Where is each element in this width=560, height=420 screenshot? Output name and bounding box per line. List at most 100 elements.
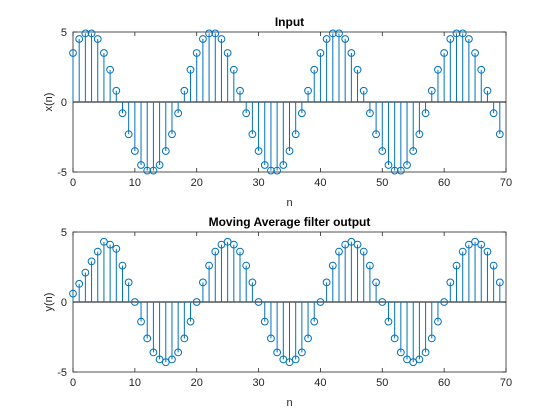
output-stem-marker (236, 247, 244, 256)
input-stem-marker (440, 49, 449, 57)
output-stem-marker (446, 278, 455, 287)
output-stem-marker (458, 247, 467, 256)
output-stem-marker (477, 240, 486, 249)
output-stem-marker (328, 261, 337, 270)
output-stem-marker (93, 247, 102, 256)
output-stem-marker (421, 348, 430, 357)
output-chart-title: Moving Average filter output (209, 215, 371, 229)
input-stem-marker (279, 161, 288, 169)
output-y-tick-label: 0 (61, 297, 67, 309)
output-stem-marker (106, 240, 115, 249)
output-stem-marker (396, 348, 405, 357)
output-stem-marker (260, 317, 269, 326)
input-stem-marker (335, 29, 343, 38)
input-stem-marker (254, 147, 263, 155)
input-stem-marker (434, 65, 442, 74)
output-stem-marker (168, 355, 176, 364)
output-stem-marker (440, 298, 449, 306)
output-stem-marker (81, 268, 90, 277)
input-stem-marker (347, 49, 356, 57)
input-stem-marker (322, 35, 331, 43)
output-stem-marker (149, 348, 158, 357)
input-stem-marker (304, 86, 312, 95)
input-stem-marker (100, 49, 108, 57)
output-stem-marker (409, 358, 418, 367)
input-stem-marker (384, 161, 393, 169)
output-x-tick-label: 0 (70, 377, 76, 389)
input-stem-marker (341, 35, 350, 43)
output-stem-marker (291, 355, 300, 364)
input-stem-marker (483, 86, 492, 95)
input-stem-marker (143, 166, 152, 175)
output-stem-marker (211, 247, 220, 256)
input-stem-marker (464, 35, 473, 43)
input-y-tick-label: -5 (57, 167, 67, 179)
output-x-tick-label: 10 (129, 377, 141, 389)
output-stem-marker (192, 298, 201, 306)
input-stem-marker (174, 109, 183, 118)
output-stem-marker (489, 261, 498, 270)
input-stem-marker (477, 65, 486, 74)
output-subplot: Moving Average filter output n y(n) 0 10 2… (43, 215, 512, 409)
input-stem-marker (458, 29, 467, 38)
output-stem-marker (143, 334, 152, 343)
output-stem-marker (415, 355, 424, 364)
input-stem-marker (372, 130, 381, 139)
input-stem-marker (137, 161, 145, 169)
input-stem-marker (75, 35, 84, 43)
output-y-tick-label: 5 (61, 227, 67, 239)
output-stem-marker (217, 240, 226, 249)
input-y-axis-label: x(n) (43, 93, 55, 112)
output-stem-marker (87, 257, 96, 266)
input-stem-marker (378, 147, 387, 155)
output-stem-marker (229, 240, 238, 249)
input-stem-marker (267, 166, 275, 175)
output-stem-marker (495, 278, 504, 287)
output-stem-marker (130, 298, 139, 306)
output-x-tick-label: 70 (500, 377, 512, 389)
output-stem-marker (69, 289, 77, 298)
input-stem-marker (396, 166, 405, 175)
input-stem-marker (291, 130, 300, 139)
output-stem-marker (452, 261, 461, 270)
input-stem-marker (452, 29, 461, 38)
output-stem-marker (242, 261, 251, 270)
input-stem-marker (130, 147, 139, 155)
output-stem-marker (248, 278, 257, 287)
input-stem-marker (248, 130, 257, 139)
input-stem-marker (297, 109, 306, 118)
input-stem-marker (229, 65, 238, 74)
input-stem-marker (161, 147, 170, 155)
input-stem-marker (495, 130, 504, 139)
output-stem-marker (464, 240, 473, 249)
input-stem-marker (427, 86, 436, 95)
input-stem-marker (260, 161, 269, 169)
input-stem-marker (211, 29, 220, 38)
input-stem-marker (328, 29, 337, 38)
output-stem-marker (100, 237, 108, 246)
output-stem-marker (353, 240, 362, 249)
input-stem-marker (273, 166, 282, 175)
output-stem-marker (180, 334, 189, 343)
output-stem-marker (75, 279, 84, 288)
input-stem-marker (489, 109, 498, 118)
output-stem-marker (434, 317, 442, 326)
input-stem-marker (149, 166, 158, 175)
input-stem-marker (192, 49, 201, 57)
input-x-tick-label: 10 (129, 177, 141, 189)
input-stem-marker (242, 109, 251, 118)
output-stem-marker (359, 247, 368, 256)
output-x-tick-label: 20 (191, 377, 203, 389)
output-stem-marker (378, 298, 387, 306)
input-x-tick-label: 60 (438, 177, 450, 189)
input-stem-marker (359, 86, 368, 95)
input-stem-marker (106, 65, 115, 74)
output-stem-marker (199, 278, 207, 287)
input-y-tick-label: 5 (61, 27, 67, 39)
output-stem-marker (118, 261, 127, 270)
input-x-tick-label: 0 (70, 177, 76, 189)
output-x-tick-label: 60 (438, 377, 450, 389)
input-stem-marker (446, 35, 455, 43)
output-x-axis-label: n (286, 397, 292, 409)
input-x-tick-label: 30 (252, 177, 264, 189)
